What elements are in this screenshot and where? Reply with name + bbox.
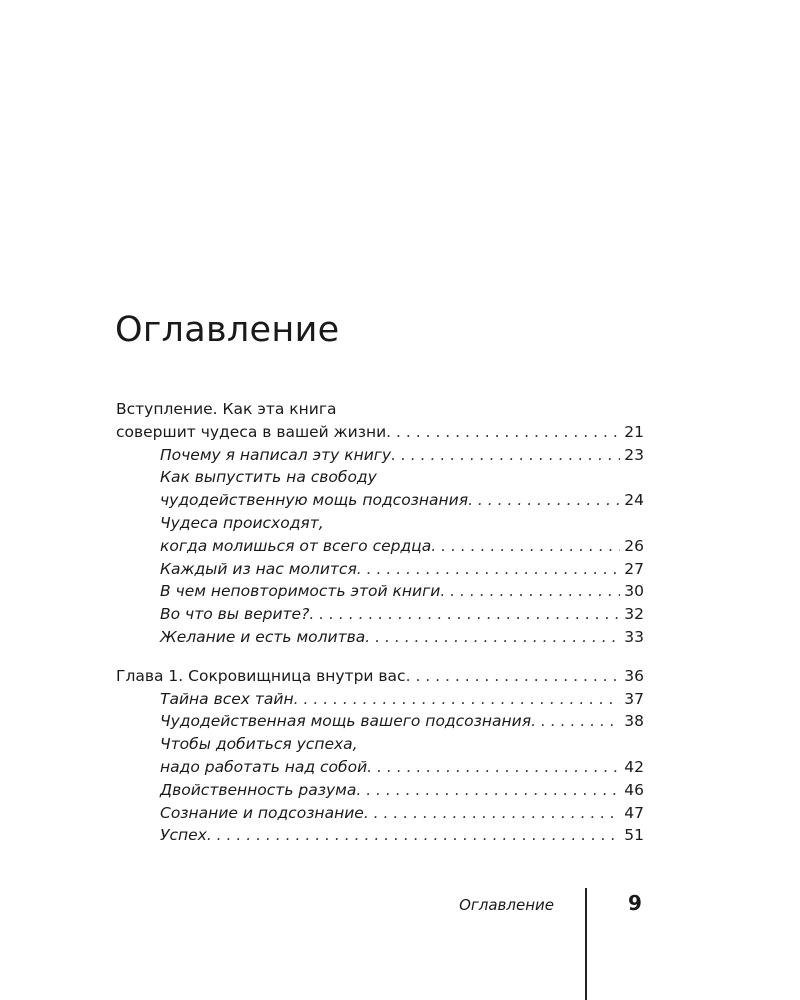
- dot-leader: [468, 489, 620, 512]
- toc-subentry: Почему я написал эту книгу23: [116, 444, 644, 467]
- dot-leader: [391, 444, 620, 467]
- toc-subentry: чудодейственную мощь подсознания24: [116, 489, 644, 512]
- toc-subentry: Двойственность разума46: [116, 779, 644, 802]
- dot-leader: [440, 580, 620, 603]
- table-of-contents: Вступление. Как эта книга совершит чудес…: [116, 398, 644, 847]
- dot-leader: [294, 688, 621, 711]
- toc-subentry: Каждый из нас молится27: [116, 558, 644, 581]
- dot-leader: [309, 603, 620, 626]
- page-ref: 27: [624, 559, 644, 578]
- page-number: 9: [628, 891, 642, 915]
- running-title: Оглавление: [459, 896, 554, 914]
- dot-leader: [367, 756, 620, 779]
- toc-subentry: Тайна всех тайн37: [116, 688, 644, 711]
- page-ref: 42: [624, 757, 644, 776]
- dot-leader: [357, 558, 620, 581]
- toc-subentry: Как выпустить на свободу: [160, 468, 377, 487]
- toc-entry: Вступление. Как эта книга: [116, 400, 337, 418]
- page-ref: 26: [624, 536, 644, 555]
- page-ref: 47: [624, 803, 644, 822]
- toc-section-introduction: Вступление. Как эта книга совершит чудес…: [116, 398, 644, 649]
- dot-leader: [386, 421, 620, 444]
- toc-subentry: Чтобы добиться успеха,: [160, 735, 358, 754]
- page-ref: 32: [624, 605, 644, 624]
- page-ref: 36: [624, 666, 644, 685]
- toc-subentry: Успех51: [116, 824, 644, 847]
- page-ref: 51: [624, 826, 644, 845]
- page-ref: 46: [624, 780, 644, 799]
- page-title: Оглавление: [115, 310, 340, 350]
- toc-subentry: Чудодейственная мощь вашего подсознания3…: [116, 710, 644, 733]
- toc-subentry: Во что вы верите?32: [116, 603, 644, 626]
- dot-leader: [356, 779, 620, 802]
- page-ref: 30: [624, 582, 644, 601]
- page-ref: 21: [624, 422, 644, 441]
- toc-subentry: когда молишься от всего сердца26: [116, 535, 644, 558]
- footer-divider: [585, 888, 587, 1000]
- toc-subentry: надо работать над собой42: [116, 756, 644, 779]
- dot-leader: [365, 626, 620, 649]
- page-ref: 24: [624, 491, 644, 510]
- toc-entry: совершит чудеса в вашей жизни21: [116, 421, 644, 444]
- toc-section-chapter-1: Глава 1. Сокровищница внутри вас36 Тайна…: [116, 665, 644, 847]
- dot-leader: [207, 824, 620, 847]
- dot-leader: [406, 665, 621, 688]
- toc-subentry: Сознание и подсознание47: [116, 802, 644, 825]
- page-ref: 38: [624, 712, 644, 731]
- page-ref: 33: [624, 627, 644, 646]
- toc-entry: Глава 1. Сокровищница внутри вас36: [116, 665, 644, 688]
- page-ref: 23: [624, 445, 644, 464]
- toc-subentry: Чудеса происходят,: [160, 513, 324, 532]
- dot-leader: [431, 535, 620, 558]
- dot-leader: [364, 802, 620, 825]
- page-ref: 37: [624, 689, 644, 708]
- dot-leader: [531, 710, 620, 733]
- toc-subentry: В чем неповторимость этой книги30: [116, 580, 644, 603]
- toc-subentry: Желание и есть молитва33: [116, 626, 644, 649]
